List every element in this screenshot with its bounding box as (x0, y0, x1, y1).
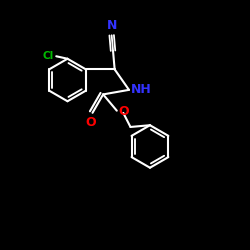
Text: O: O (85, 116, 96, 129)
Text: N: N (106, 19, 117, 32)
Text: Cl: Cl (42, 51, 54, 61)
Text: NH: NH (131, 83, 152, 96)
Text: O: O (119, 106, 130, 118)
